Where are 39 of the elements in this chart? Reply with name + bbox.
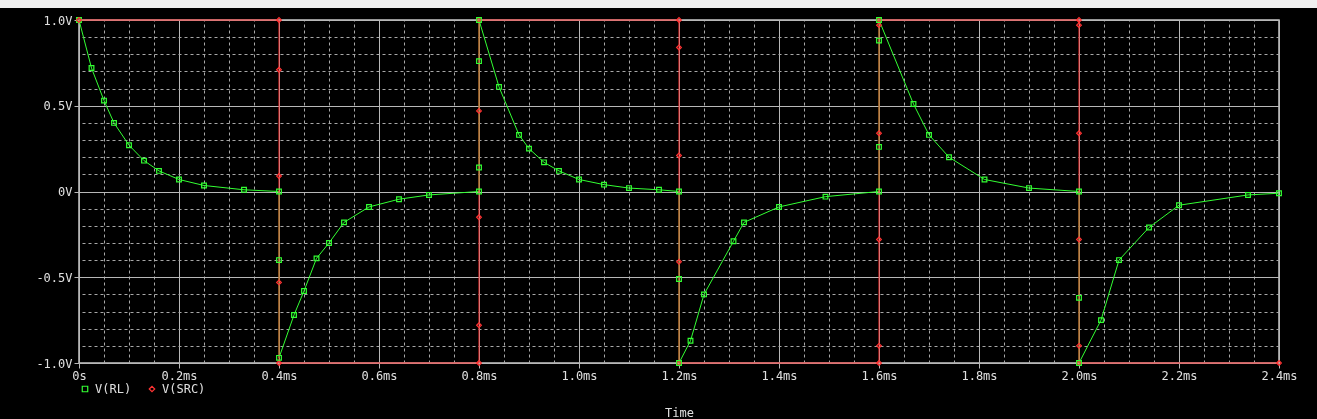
x-tick-label: 2.0ms xyxy=(1061,368,1098,383)
x-tick-label: 1.4ms xyxy=(761,368,798,383)
x-tick-label: 0s xyxy=(72,368,87,383)
point xyxy=(876,236,882,243)
point xyxy=(1076,17,1082,23)
x-tick-label: 1.8ms xyxy=(961,368,998,383)
point xyxy=(476,214,482,221)
x-tick-label: 1.2ms xyxy=(661,368,698,383)
point xyxy=(276,17,282,23)
x-tick-label: 0.4ms xyxy=(261,368,298,383)
point xyxy=(1076,236,1082,243)
x-tick-label: 0.8ms xyxy=(461,368,498,383)
point xyxy=(676,152,682,159)
point xyxy=(476,107,482,114)
legend-label: V(RL) xyxy=(95,382,132,396)
legend-label: V(SRC) xyxy=(162,382,206,396)
point xyxy=(476,322,482,329)
y-tick-label: 1.0V xyxy=(43,13,73,28)
point xyxy=(876,22,882,29)
x-axis-title: Time xyxy=(665,405,694,419)
y-tick-label: 0V xyxy=(58,185,73,199)
point xyxy=(676,17,682,23)
point xyxy=(676,258,682,265)
x-tick-label: 0.6ms xyxy=(361,368,398,383)
x-tick-label: 2.4ms xyxy=(1261,368,1298,383)
y-tick-label: -0.5V xyxy=(36,270,73,285)
point xyxy=(876,130,882,137)
y-tick-label: 0.5V xyxy=(43,99,73,114)
point xyxy=(1076,130,1082,137)
point xyxy=(1076,22,1082,29)
point xyxy=(876,342,882,349)
y-tick-label: -1.0V xyxy=(36,356,73,371)
x-tick-label: 1.6ms xyxy=(861,368,898,383)
x-tick-label: 2.2ms xyxy=(1161,368,1198,383)
x-tick-label: 1.0ms xyxy=(561,368,598,383)
point xyxy=(676,44,682,51)
x-tick-label: 0.2ms xyxy=(161,368,198,383)
point xyxy=(1076,342,1082,349)
point xyxy=(276,173,282,180)
